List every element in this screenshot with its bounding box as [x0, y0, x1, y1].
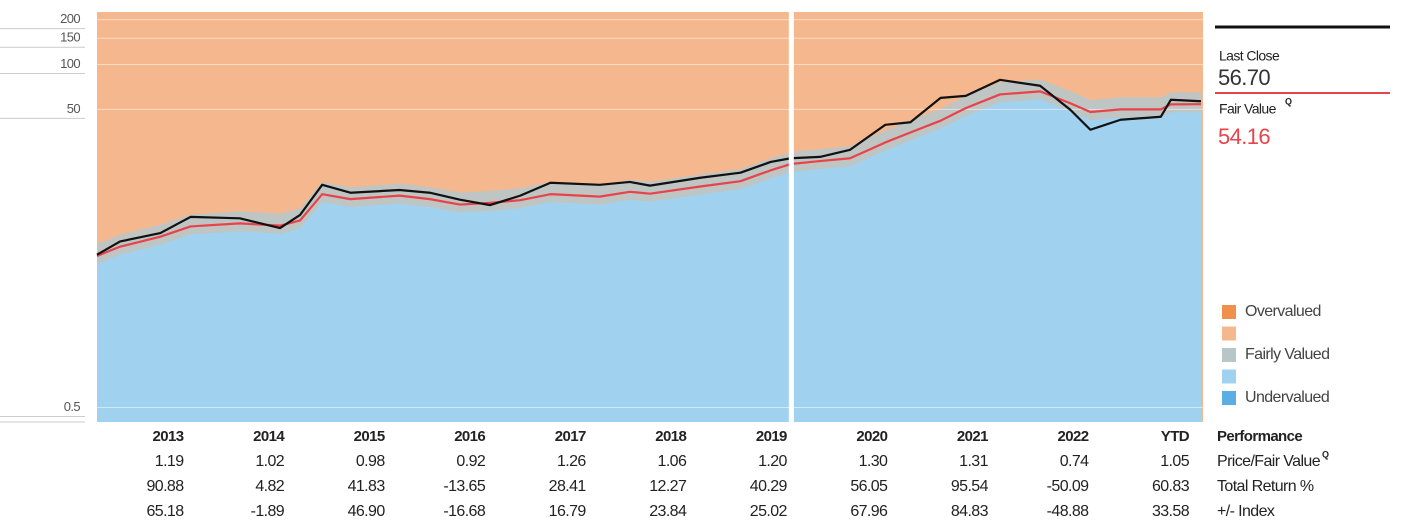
chart-break: [788, 12, 794, 422]
table-cell: 1.19: [155, 453, 184, 470]
table-cell: 67.96: [850, 503, 888, 520]
table-cell: 40.29: [750, 478, 788, 495]
table-cell: -1.89: [251, 503, 285, 520]
undervalued-zone: [97, 99, 1201, 423]
table-cell: 95.54: [951, 478, 989, 495]
table-cell: 0.92: [456, 453, 485, 470]
fair-value-value: 54.16: [1218, 124, 1270, 149]
table-cell: 60.83: [1152, 478, 1190, 495]
y-tick-label: 150: [60, 30, 80, 45]
table-cell: 33.58: [1152, 503, 1190, 520]
column-header: 2016: [454, 428, 485, 445]
table-cell: 84.83: [951, 503, 989, 520]
table-cell: 46.90: [348, 503, 386, 520]
table-cell: 1.06: [658, 453, 687, 470]
legend-swatch: [1222, 305, 1236, 319]
table-cell: 23.84: [649, 503, 687, 520]
y-tick-label: 100: [60, 56, 80, 71]
table-cell: 16.79: [549, 503, 587, 520]
y-tick-label: 0.5: [64, 399, 81, 414]
column-header: 2013: [153, 428, 184, 445]
table-cell: 1.31: [959, 453, 988, 470]
series-line: [96, 90, 1201, 257]
table-cell: 41.83: [348, 478, 386, 495]
fair-value-mark: Q: [1285, 96, 1292, 106]
table-cell: 1.30: [859, 453, 888, 470]
table-cell: -16.68: [443, 503, 485, 520]
column-header: 2020: [856, 428, 887, 445]
column-header: 2019: [756, 428, 787, 445]
column-header: 2014: [253, 428, 285, 445]
row-label: Price/Fair Value: [1217, 453, 1321, 470]
legend-swatch: [1222, 326, 1236, 341]
column-header: YTD: [1161, 428, 1190, 445]
table-cell: 4.82: [255, 478, 284, 495]
column-header: 2022: [1057, 428, 1088, 445]
table-cell: 90.88: [146, 478, 184, 495]
legend-swatch: [1222, 348, 1236, 362]
table-cell: 0.74: [1060, 453, 1089, 470]
y-tick-label: 50: [67, 101, 81, 116]
table-cell: 1.02: [255, 453, 284, 470]
legend-label: Fairly Valued: [1245, 346, 1329, 363]
table-cell: -13.65: [443, 478, 485, 495]
table-cell: 0.98: [356, 453, 385, 470]
y-tick-label: 200: [60, 11, 80, 26]
table-cell: 1.20: [758, 453, 787, 470]
row-label: Total Return %: [1217, 478, 1314, 495]
column-header: 2021: [957, 428, 988, 445]
legend-label: Overvalued: [1245, 303, 1321, 320]
legend-swatch: [1222, 391, 1236, 405]
table-cell: 1.05: [1160, 453, 1189, 470]
legend-swatch: [1222, 369, 1236, 384]
table-cell: 1.26: [557, 453, 586, 470]
row-label: +/- Index: [1217, 503, 1275, 520]
table-cell: 28.41: [549, 478, 587, 495]
last-close-value: 56.70: [1218, 65, 1270, 90]
table-header: Performance: [1217, 428, 1302, 445]
column-header: 2015: [354, 428, 385, 445]
table-cell: -48.88: [1047, 503, 1089, 520]
table-cell: 56.05: [850, 478, 888, 495]
table-cell: 25.02: [750, 503, 788, 520]
table-cell: 65.18: [146, 503, 184, 520]
series-line: [96, 78, 1202, 256]
fair-value-label: Fair Value: [1219, 101, 1277, 117]
legend-label: Undervalued: [1245, 389, 1329, 406]
column-header: 2017: [555, 428, 586, 445]
row-mark: Q: [1322, 449, 1329, 459]
last-close-label: Last Close: [1219, 48, 1280, 64]
column-header: 2018: [655, 428, 686, 445]
table-cell: 12.27: [649, 478, 687, 495]
table-cell: -50.09: [1047, 478, 1089, 495]
